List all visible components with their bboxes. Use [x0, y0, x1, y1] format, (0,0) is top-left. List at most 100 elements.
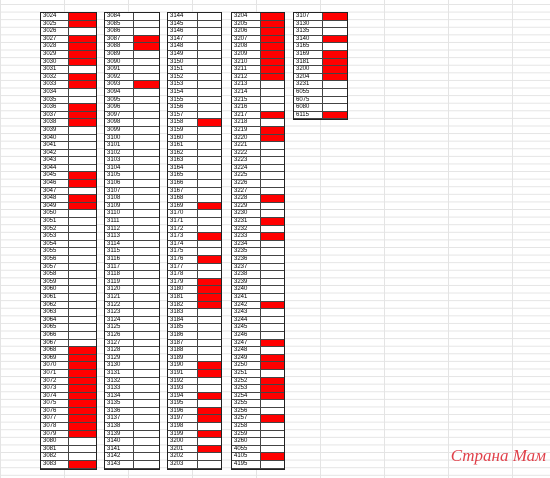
mark-cell	[198, 119, 221, 126]
mark-cell	[261, 347, 284, 354]
code-cell: 4055	[232, 445, 261, 453]
code-cell: 3066	[41, 331, 69, 339]
mark-cell	[69, 407, 96, 415]
row: 3200	[294, 66, 347, 74]
mark-cell	[69, 331, 96, 339]
mark-cell	[69, 66, 96, 73]
row: 3152	[168, 73, 221, 82]
row: 3042	[41, 149, 96, 158]
mark-cell	[134, 369, 159, 377]
code-cell: 3200	[168, 438, 198, 445]
row: 3136	[105, 407, 159, 416]
code-cell: 3051	[41, 218, 69, 225]
mark-cell	[198, 28, 221, 35]
row: 3041	[41, 142, 96, 150]
mark-cell	[261, 369, 284, 377]
code-cell: 3185	[168, 324, 198, 331]
mark-cell	[69, 187, 96, 195]
code-cell: 3138	[105, 423, 134, 430]
code-cell: 3224	[232, 164, 261, 172]
row: 3066	[41, 331, 96, 340]
code-cell: 3080	[41, 438, 69, 445]
code-cell: 3040	[41, 134, 69, 142]
code-cell: 3107	[105, 187, 134, 195]
row: 3260	[232, 438, 284, 446]
mark-cell	[69, 233, 96, 240]
mark-cell	[198, 180, 221, 187]
mark-cell	[261, 362, 284, 369]
code-cell: 3165	[168, 172, 198, 180]
row: 3241	[232, 293, 284, 302]
mark-cell	[198, 263, 221, 271]
code-cell: 3049	[41, 202, 69, 210]
code-cell: 3183	[168, 309, 198, 316]
row: 3189	[168, 354, 221, 363]
mark-cell	[323, 43, 347, 50]
mark-cell	[261, 301, 284, 309]
mark-cell	[69, 81, 96, 88]
code-cell: 3099	[105, 126, 134, 134]
row: 4055	[232, 445, 284, 454]
code-cell: 3031	[41, 66, 69, 73]
row: 3076	[41, 407, 96, 416]
mark-cell	[261, 445, 284, 453]
code-cell: 3119	[105, 278, 134, 286]
mark-cell	[198, 385, 221, 392]
row: 3083	[41, 461, 96, 469]
mark-cell	[69, 385, 96, 392]
mark-cell	[323, 20, 347, 28]
row: 3203	[168, 461, 221, 469]
row: 3233	[232, 233, 284, 241]
mark-cell	[69, 347, 96, 354]
mark-cell	[134, 385, 159, 392]
mark-cell	[134, 172, 159, 180]
row: 3026	[41, 28, 96, 36]
mark-cell	[261, 400, 284, 407]
row: 3166	[168, 180, 221, 188]
row: 3142	[105, 453, 159, 462]
mark-cell	[134, 339, 159, 347]
mark-cell	[198, 293, 221, 301]
code-cell: 3137	[105, 415, 134, 423]
code-cell: 3063	[41, 309, 69, 316]
row: 3143	[105, 461, 159, 469]
code-cell: 3236	[232, 256, 261, 263]
mark-cell	[134, 233, 159, 240]
row: 3234	[232, 240, 284, 249]
mark-cell	[69, 392, 96, 400]
code-cell: 3113	[105, 233, 134, 240]
mark-cell	[323, 111, 347, 119]
code-cell: 3075	[41, 400, 69, 407]
mark-cell	[134, 187, 159, 195]
row: 3248	[232, 347, 284, 355]
code-cell: 3108	[105, 195, 134, 202]
mark-cell	[198, 271, 221, 278]
row: 3115	[105, 248, 159, 256]
row: 3213	[232, 81, 284, 89]
code-cell: 3089	[105, 50, 134, 58]
row: 3247	[232, 339, 284, 348]
row: 3032	[41, 73, 96, 82]
row: 3239	[232, 278, 284, 287]
code-cell: 3241	[232, 293, 261, 301]
code-cell: 3182	[168, 301, 198, 309]
mark-cell	[261, 164, 284, 172]
code-cell: 3181	[294, 58, 323, 66]
row: 3070	[41, 362, 96, 370]
code-cell: 3238	[232, 271, 261, 278]
code-cell: 3116	[105, 256, 134, 263]
row: 3230	[232, 210, 284, 219]
code-cell: 3259	[232, 430, 261, 438]
row: 3101	[105, 142, 159, 150]
code-cell: 3187	[168, 339, 198, 347]
row: 3169	[168, 202, 221, 211]
mark-cell	[134, 400, 159, 407]
row: 3212	[232, 73, 284, 82]
mark-cell	[134, 126, 159, 134]
code-cell: 3143	[105, 461, 134, 468]
mark-cell	[134, 445, 159, 453]
mark-cell	[261, 202, 284, 210]
row: 3135	[294, 28, 347, 36]
row: 6055	[294, 88, 347, 97]
code-cell: 3132	[105, 377, 134, 385]
